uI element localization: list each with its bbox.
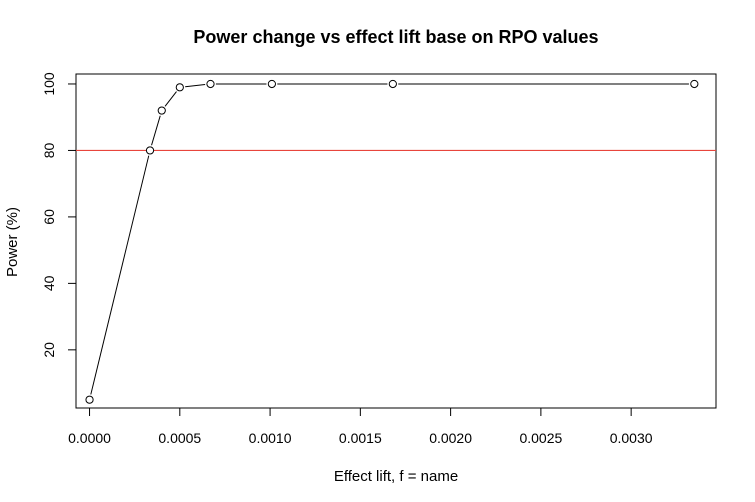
y-tick-label: 20 xyxy=(41,342,57,358)
series-segment xyxy=(90,155,150,395)
series-segment xyxy=(164,91,177,107)
x-tick-label: 0.0010 xyxy=(249,430,292,446)
y-tick-label: 40 xyxy=(41,275,57,291)
y-tick-label: 100 xyxy=(41,72,57,96)
x-tick-label: 0.0030 xyxy=(610,430,653,446)
y-tick-label: 80 xyxy=(41,142,57,158)
x-axis-label: Effect lift, f = name xyxy=(334,468,458,485)
x-tick-label: 0.0005 xyxy=(158,430,201,446)
series-segment xyxy=(151,115,161,146)
y-axis-label: Power (%) xyxy=(4,207,21,277)
chart-title: Power change vs effect lift base on RPO … xyxy=(193,27,598,47)
x-tick-label: 0.0025 xyxy=(519,430,562,446)
data-point xyxy=(690,79,699,89)
x-tick-label: 0.0000 xyxy=(68,430,111,446)
series-segment xyxy=(185,84,206,88)
y-axis: 20 40 60 80 100 xyxy=(41,72,77,358)
series-group xyxy=(85,79,699,404)
data-point xyxy=(267,79,276,89)
y-tick-label: 60 xyxy=(41,209,57,225)
data-point xyxy=(157,106,166,115)
data-point xyxy=(175,83,184,92)
plot-frame xyxy=(75,73,717,409)
data-point xyxy=(85,395,94,404)
x-tick-label: 0.0020 xyxy=(429,430,472,446)
data-point xyxy=(388,79,397,89)
data-point xyxy=(145,146,155,155)
x-tick-label: 0.0015 xyxy=(339,430,382,446)
x-axis: 0.0000 0.0005 0.0010 0.0015 0.0020 0.0025 0.00… xyxy=(68,407,653,446)
data-point xyxy=(206,79,215,89)
